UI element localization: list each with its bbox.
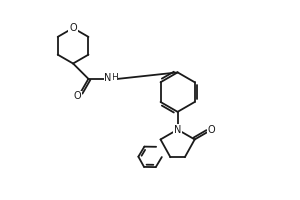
Text: H: H [111, 73, 117, 82]
Text: O: O [74, 91, 81, 101]
Text: O: O [69, 23, 77, 33]
Text: N: N [174, 125, 181, 135]
Text: N: N [104, 73, 112, 83]
Text: O: O [208, 125, 215, 135]
